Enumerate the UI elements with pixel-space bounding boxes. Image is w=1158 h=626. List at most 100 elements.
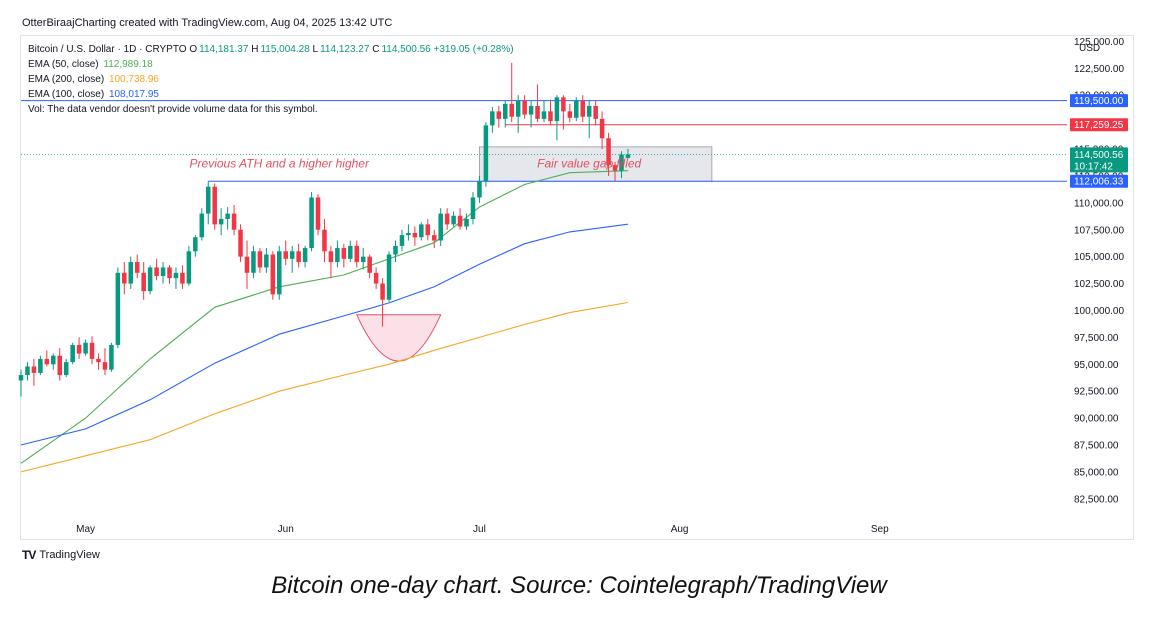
candle-body xyxy=(561,97,566,112)
price-tick-label: 102,500.00 xyxy=(1074,279,1124,290)
ema100-label: EMA (100, close) xyxy=(28,89,105,100)
candle xyxy=(63,358,69,378)
volume-note: Vol: The data vendor doesn't provide vol… xyxy=(28,104,318,115)
tradingview-logo[interactable]: TV TradingView xyxy=(22,548,100,562)
candle xyxy=(199,208,205,241)
ema100-legend[interactable]: EMA (100, close) 108,017.95 xyxy=(28,87,514,102)
candle-body xyxy=(76,344,82,354)
price-tick-label: 95,000.00 xyxy=(1074,360,1119,371)
candle xyxy=(173,267,179,289)
candle-body xyxy=(380,283,385,300)
price-change: +319.05 (+0.28%) xyxy=(433,44,514,55)
chart-annotation: Fair value gap filled xyxy=(537,156,641,170)
candle xyxy=(186,245,192,286)
candle xyxy=(425,218,431,241)
candle xyxy=(76,337,82,359)
candle-body xyxy=(25,366,30,376)
candle xyxy=(412,226,418,246)
candle-body xyxy=(89,342,95,359)
candle xyxy=(457,208,463,230)
candle-body xyxy=(302,248,308,263)
candle-body xyxy=(535,105,540,119)
candle xyxy=(289,245,295,273)
candle-body xyxy=(341,248,347,259)
price-tick-label: 82,500.00 xyxy=(1074,494,1119,505)
candle xyxy=(593,100,598,126)
ohlc-close-label: C xyxy=(372,44,380,55)
candle xyxy=(341,243,347,268)
currency-label[interactable]: USD xyxy=(1079,43,1101,54)
candle-body xyxy=(96,358,101,363)
candle xyxy=(89,336,95,365)
candle-body xyxy=(354,245,360,263)
candle-body xyxy=(483,125,489,182)
ohlc-low-value: 114,123.27 xyxy=(320,44,370,55)
candle-body xyxy=(322,229,327,252)
figure-caption: Bitcoin one-day chart. Source: Cointeleg… xyxy=(271,572,887,599)
candle xyxy=(586,100,592,139)
candle-body xyxy=(464,218,469,227)
symbol-label[interactable]: Bitcoin / U.S. Dollar · 1D · CRYPTO xyxy=(28,44,187,55)
price-tick-label: 125,000.00 xyxy=(1074,37,1124,48)
candle xyxy=(528,100,534,128)
candle xyxy=(535,84,540,123)
candle-body xyxy=(406,232,411,236)
candle xyxy=(51,353,56,370)
candle xyxy=(225,207,230,230)
candle-body xyxy=(238,229,243,257)
candle xyxy=(612,161,618,182)
candle-body xyxy=(296,251,301,263)
candle-body xyxy=(399,235,405,246)
price-tick-label: 92,500.00 xyxy=(1074,387,1119,398)
candle-body xyxy=(173,272,179,279)
ema-line xyxy=(20,223,628,446)
candle xyxy=(147,265,153,295)
ema50-legend[interactable]: EMA (50, close) 112,989.18 xyxy=(28,57,514,72)
candle xyxy=(373,267,379,289)
chart-frame[interactable] xyxy=(20,35,1134,540)
candle-body xyxy=(102,362,108,370)
candle-body xyxy=(444,213,450,225)
level-price-tag-bg xyxy=(1070,118,1128,132)
candle xyxy=(122,262,127,295)
ohlc-open-value: 114,181.37 xyxy=(199,44,249,55)
candle-body xyxy=(218,218,224,225)
candle xyxy=(541,100,547,123)
candle xyxy=(470,192,476,225)
candle xyxy=(438,208,443,246)
candle xyxy=(283,240,288,266)
ema100-value: 108,017.95 xyxy=(108,89,159,100)
candle xyxy=(464,213,469,230)
candle xyxy=(25,362,30,381)
candle-body xyxy=(257,251,263,268)
candle xyxy=(561,95,566,130)
candle-body xyxy=(57,355,63,376)
ema50-value: 112,989.18 xyxy=(103,59,153,70)
candle xyxy=(431,229,437,249)
candle xyxy=(296,243,301,268)
candle xyxy=(483,122,489,187)
candle xyxy=(367,254,372,279)
candle-body xyxy=(360,256,366,263)
candle xyxy=(277,245,282,300)
ohlc-open-label: O xyxy=(189,44,198,55)
candle xyxy=(522,95,527,119)
candle-body xyxy=(373,272,379,284)
candle xyxy=(509,62,514,123)
chart-annotation: Previous ATH and a higher higher xyxy=(190,156,370,170)
candle-body xyxy=(586,105,592,117)
candle-body xyxy=(515,100,521,117)
price-tick-label: 87,500.00 xyxy=(1074,441,1119,452)
candle-body xyxy=(231,213,237,230)
candle-body xyxy=(199,213,205,238)
candle xyxy=(619,151,624,179)
candle xyxy=(567,103,573,123)
candle-body xyxy=(205,186,211,214)
candle-body xyxy=(141,272,146,292)
candle-body xyxy=(593,105,598,119)
ema200-legend[interactable]: EMA (200, close) 100,738.96 xyxy=(28,72,514,87)
candle-body xyxy=(147,267,153,292)
candle-body xyxy=(309,197,314,249)
time-tick-label: Jun xyxy=(278,524,294,535)
